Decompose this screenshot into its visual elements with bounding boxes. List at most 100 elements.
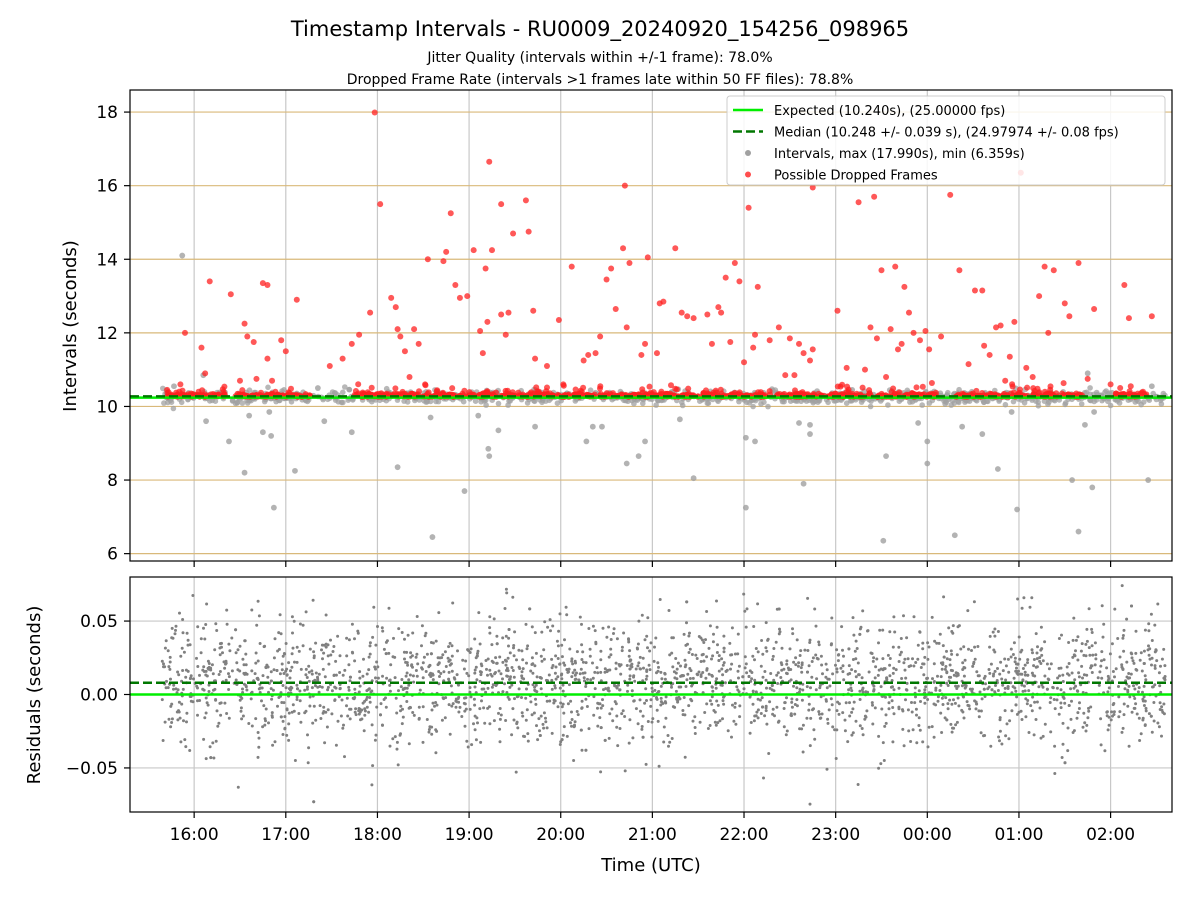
residual-point <box>317 690 321 694</box>
residual-point <box>752 719 756 723</box>
residual-point <box>988 645 992 649</box>
residual-point <box>503 658 507 662</box>
residual-point <box>839 666 843 670</box>
residual-point <box>312 650 316 654</box>
residual-point <box>373 665 377 669</box>
residual-point <box>892 688 896 692</box>
residual-point <box>510 733 514 737</box>
dropped-frame-point <box>219 386 226 393</box>
residual-point <box>974 707 978 711</box>
residual-point <box>550 678 554 682</box>
residual-point <box>749 721 753 724</box>
residual-point <box>1074 638 1078 642</box>
residual-point <box>634 667 638 671</box>
residual-point <box>1087 706 1090 710</box>
residual-point <box>721 717 724 721</box>
residual-point <box>223 701 227 705</box>
residual-point <box>745 607 749 611</box>
residual-point <box>1127 672 1131 675</box>
residual-point <box>915 713 918 717</box>
residual-point <box>914 707 918 711</box>
residual-point <box>216 724 220 728</box>
residual-point <box>900 677 904 680</box>
residual-point <box>743 609 747 613</box>
residual-point <box>565 613 569 617</box>
dropped-frame-point <box>809 184 816 191</box>
residual-point <box>721 663 725 667</box>
residual-point <box>535 675 539 679</box>
residual-point <box>511 595 515 599</box>
residual-point <box>295 660 299 664</box>
dropped-frame-point <box>1024 384 1031 391</box>
residual-point <box>812 728 816 732</box>
residual-point <box>427 730 431 734</box>
residual-point <box>334 673 338 677</box>
dropped-frame-point <box>470 247 477 254</box>
residual-point <box>503 607 507 610</box>
residual-point <box>1143 628 1147 632</box>
residual-point <box>711 654 715 658</box>
residual-point <box>643 701 647 705</box>
residual-point <box>1035 657 1039 661</box>
residual-point <box>955 687 959 690</box>
residual-point <box>261 725 265 729</box>
residual-point <box>909 740 913 743</box>
residual-point <box>603 670 607 674</box>
residual-point <box>564 605 568 609</box>
residual-point <box>926 698 930 701</box>
residual-point <box>560 643 564 647</box>
residual-point <box>388 744 392 748</box>
interval-point <box>807 431 813 437</box>
residual-point <box>1146 648 1150 652</box>
residual-point <box>682 674 685 678</box>
residual-point <box>627 654 631 658</box>
residual-point <box>729 667 732 671</box>
residual-point <box>573 673 577 677</box>
dropped-frame-point <box>377 201 384 208</box>
residual-point <box>630 665 634 669</box>
residual-point <box>230 669 234 673</box>
interval-point <box>435 398 442 405</box>
residual-point <box>776 720 780 724</box>
residual-point <box>1073 678 1077 682</box>
residual-point <box>573 659 577 663</box>
residual-point <box>947 675 951 679</box>
residual-point <box>1107 686 1111 690</box>
residual-point <box>431 672 434 676</box>
residual-point <box>435 703 439 707</box>
residual-point <box>478 670 482 674</box>
residual-point <box>295 698 299 701</box>
residual-point <box>388 689 392 693</box>
residual-point <box>756 716 760 720</box>
residual-point <box>475 654 479 658</box>
interval-point <box>461 488 468 494</box>
residual-point <box>580 748 584 752</box>
residual-point <box>195 684 199 688</box>
dropped-frame-point <box>782 372 789 379</box>
residual-point <box>617 683 620 687</box>
residual-point <box>798 687 802 691</box>
residual-point <box>334 743 338 747</box>
residual-point <box>719 683 723 687</box>
residual-point <box>558 686 562 690</box>
residual-point <box>814 624 818 628</box>
residual-point <box>343 755 346 759</box>
top-y-tick-label: 6 <box>107 545 118 565</box>
residual-point <box>504 587 508 591</box>
dropped-frame-point <box>621 182 628 189</box>
residual-point <box>1067 641 1071 644</box>
residual-point <box>548 699 552 703</box>
dropped-frame-point <box>355 381 362 388</box>
residual-point <box>1045 662 1049 666</box>
residual-point <box>443 716 447 720</box>
residual-point <box>184 675 188 679</box>
residual-point <box>330 712 334 716</box>
residual-point <box>1022 684 1026 688</box>
residual-point <box>705 667 709 671</box>
residual-point <box>837 712 841 716</box>
residual-point <box>308 704 312 708</box>
residual-point <box>684 643 688 647</box>
residual-point <box>553 671 557 675</box>
residual-point <box>751 702 755 706</box>
residual-point <box>638 698 642 702</box>
